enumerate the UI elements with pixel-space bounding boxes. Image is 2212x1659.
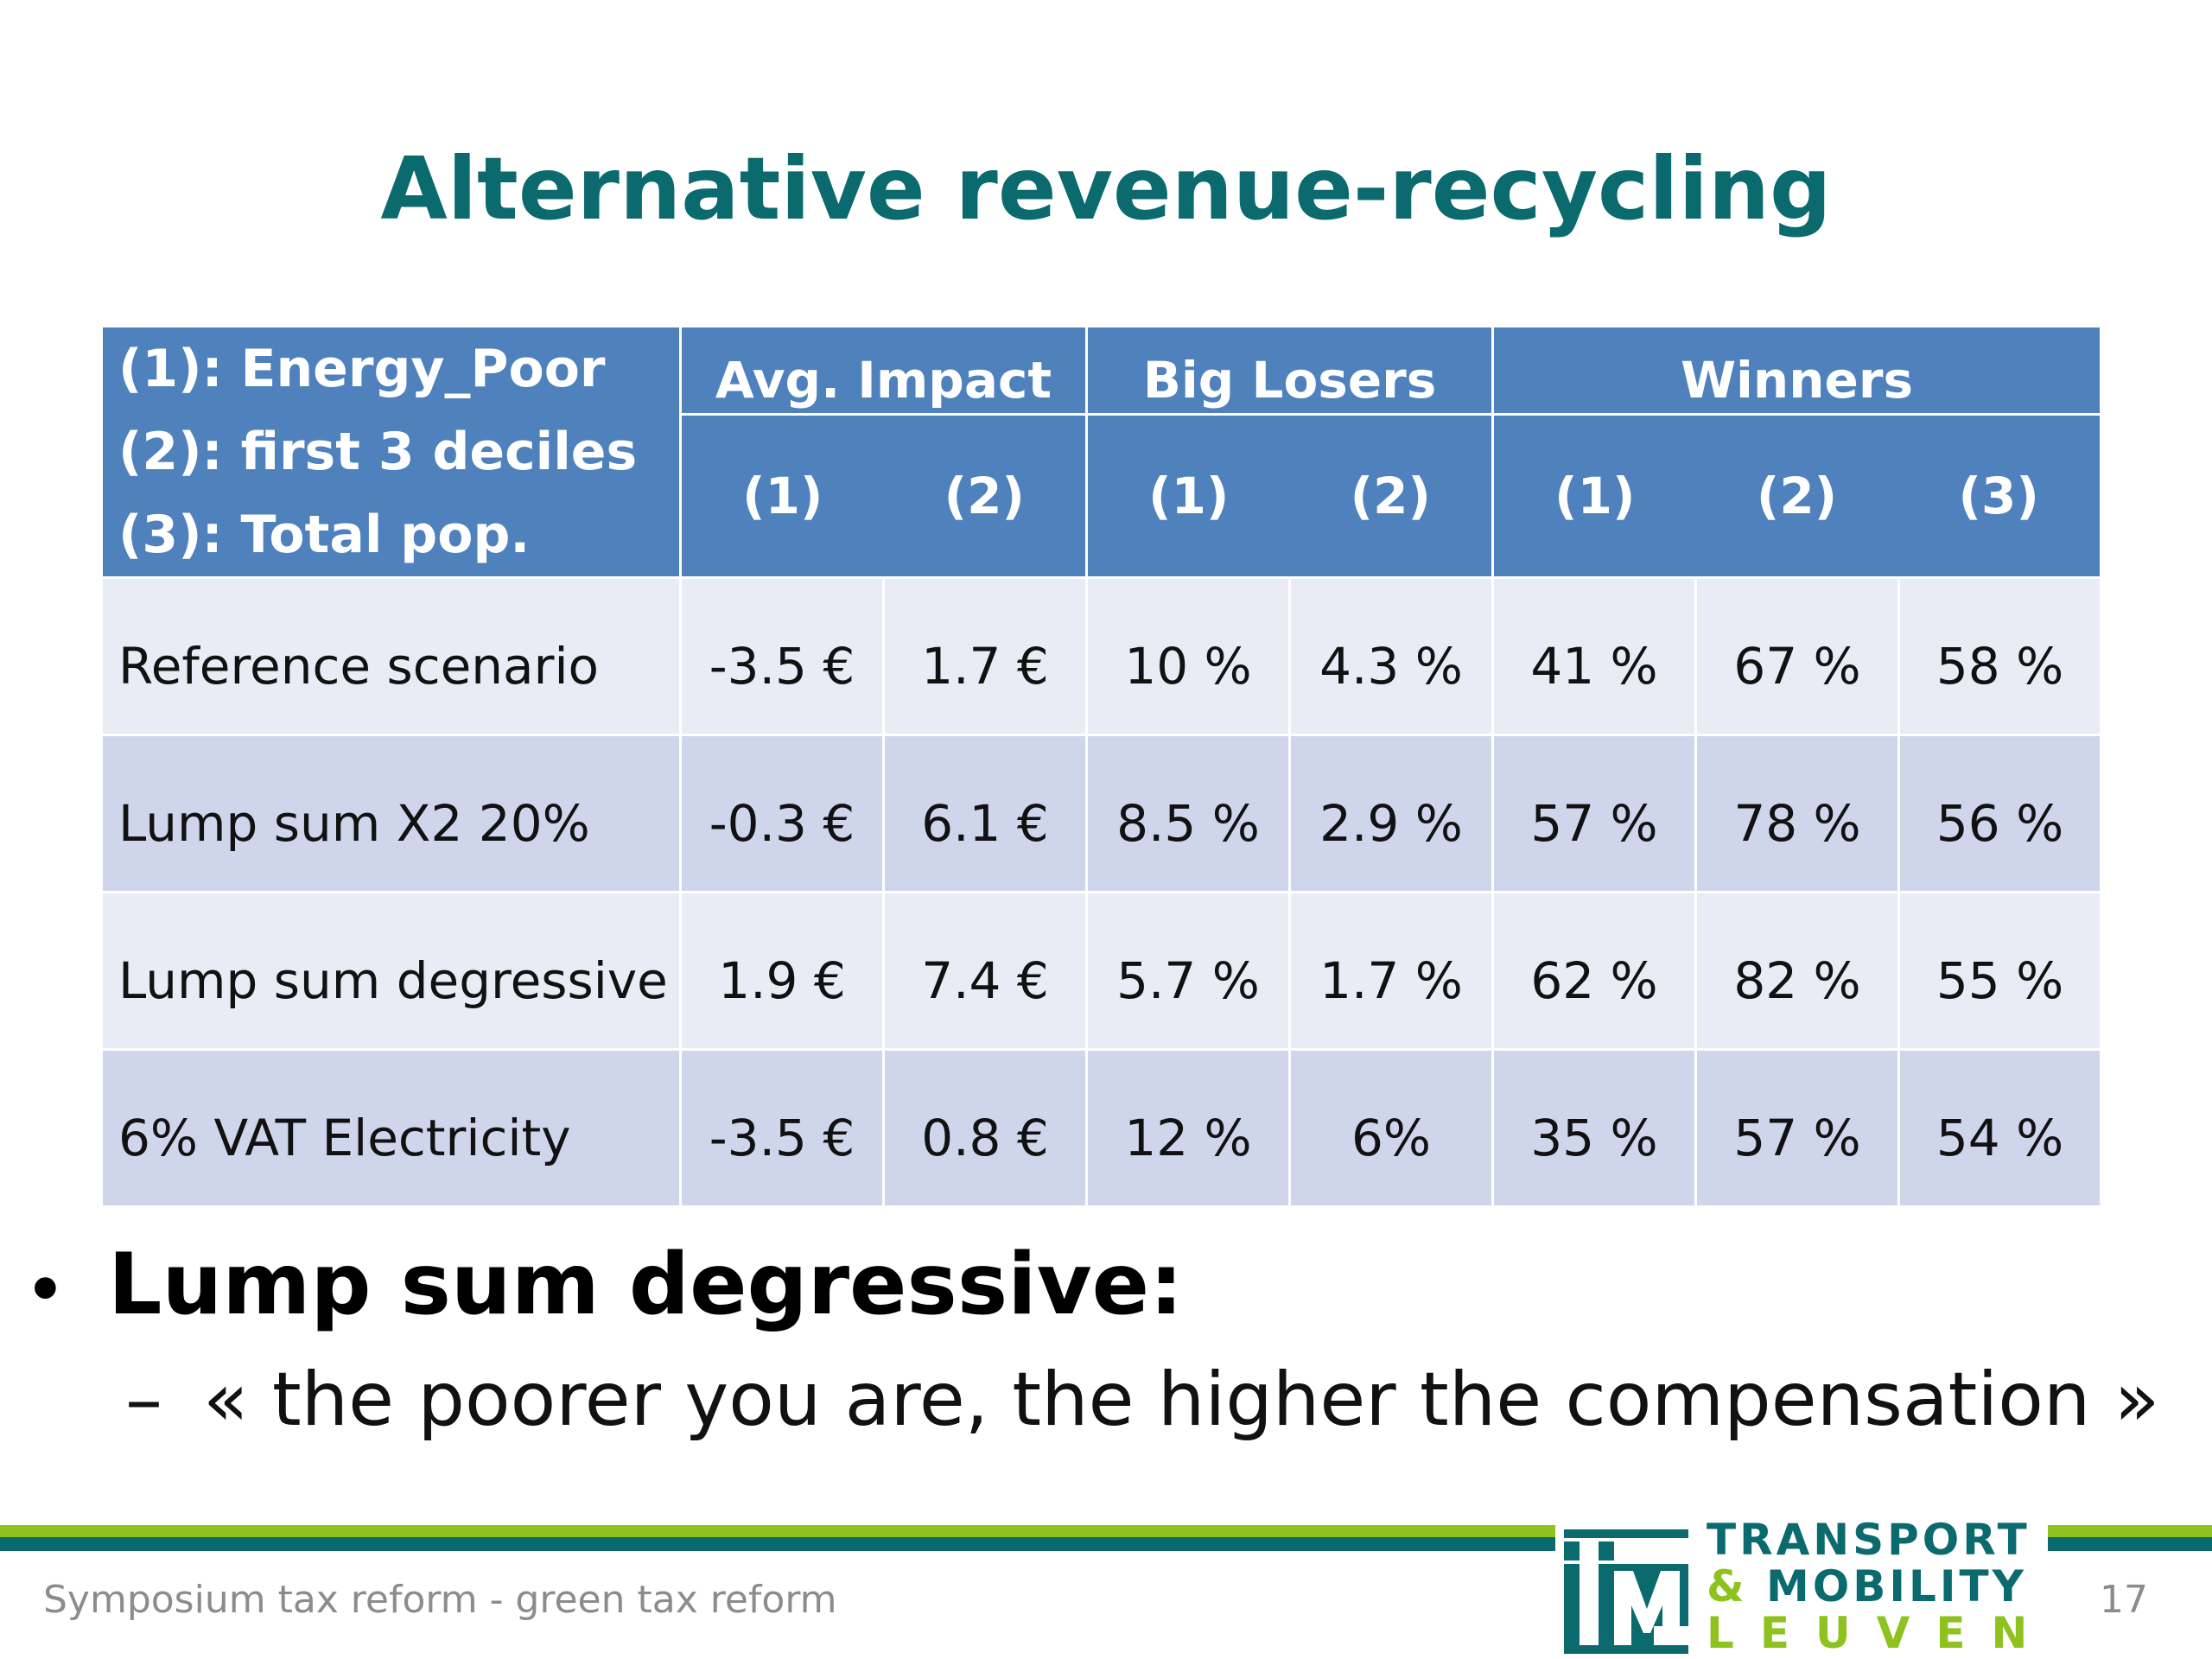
table-header-row: (1): Energy_Poor (2): first 3 deciles (3… bbox=[100, 325, 2103, 579]
table-legend: (1): Energy_Poor (2): first 3 deciles (3… bbox=[100, 325, 682, 579]
subheader-avg-impact: (1) (2) bbox=[679, 413, 1088, 579]
page-number: 17 bbox=[2100, 1578, 2148, 1622]
bullet-marker: • bbox=[26, 1255, 65, 1326]
table-cell: -3.5 € bbox=[679, 576, 885, 736]
logo-line-transport: TRANSPORT bbox=[1707, 1515, 2031, 1565]
table-cell: -0.3 € bbox=[679, 734, 885, 893]
subheader-label: (1) bbox=[1148, 467, 1230, 525]
table-cell: 5.7 % bbox=[1085, 891, 1291, 1051]
table-cell: 56 % bbox=[1897, 734, 2103, 893]
subheader-winners: (1) (2) (3) bbox=[1491, 413, 2103, 579]
table-cell: 1.9 € bbox=[679, 891, 885, 1051]
slide-title: Alternative revenue-recycling bbox=[380, 138, 1832, 239]
table-cell: 57 % bbox=[1491, 734, 1697, 893]
table-cell: 4.3 % bbox=[1288, 576, 1494, 736]
group-header-avg-impact: Avg. Impact bbox=[679, 325, 1088, 416]
subheader-label: (3) bbox=[1958, 467, 2039, 525]
legend-line: (1): Energy_Poor bbox=[118, 339, 606, 399]
table-cell: 55 % bbox=[1897, 891, 2103, 1051]
sub-bullet-text: « the poorer you are, the higher the com… bbox=[203, 1357, 2160, 1443]
table-cell: 78 % bbox=[1694, 734, 1900, 893]
legend-line: (2): first 3 deciles bbox=[118, 422, 638, 482]
table-subheader-row: (1) (2) (1) (2) (1) (2) (3) bbox=[102, 413, 2103, 579]
table-row: Lump sum degressive 1.9 € 7.4 € 5.7 % 1.… bbox=[100, 891, 2103, 1051]
subheader-label: (2) bbox=[944, 467, 1025, 525]
footer-caption: Symposium tax reform - green tax reform bbox=[43, 1578, 837, 1622]
table-cell: 1.7 € bbox=[882, 576, 1088, 736]
group-header-winners: Winners bbox=[1491, 325, 2103, 416]
subheader-label: (2) bbox=[1350, 467, 1431, 525]
table-row: 6% VAT Electricity -3.5 € 0.8 € 12 % 6% … bbox=[100, 1048, 2103, 1208]
subheader-label: (2) bbox=[1756, 467, 1838, 525]
table-cell: 1.7 % bbox=[1288, 891, 1494, 1051]
sub-bullet-point: – « the poorer you are, the higher the co… bbox=[125, 1357, 2159, 1443]
legend-line: (3): Total pop. bbox=[118, 505, 531, 565]
table-cell: 82 % bbox=[1694, 891, 1900, 1051]
table-cell: 2.9 % bbox=[1288, 734, 1494, 893]
table-row: Lump sum X2 20% -0.3 € 6.1 € 8.5 % 2.9 %… bbox=[100, 734, 2103, 893]
results-table: (1): Energy_Poor (2): first 3 deciles (3… bbox=[100, 325, 2103, 1208]
table-cell: 35 % bbox=[1491, 1048, 1697, 1208]
table-cell: 57 % bbox=[1694, 1048, 1900, 1208]
row-label: 6% VAT Electricity bbox=[100, 1048, 682, 1208]
table-cell: 8.5 % bbox=[1085, 734, 1291, 893]
bullet-text: Lump sum degressive: bbox=[108, 1236, 1184, 1334]
table-cell: 12 % bbox=[1085, 1048, 1291, 1208]
row-label: Lump sum degressive bbox=[100, 891, 682, 1051]
logo-line-mobility: MOBILITY bbox=[1766, 1561, 2027, 1611]
row-label: Lump sum X2 20% bbox=[100, 734, 682, 893]
table-cell: 54 % bbox=[1897, 1048, 2103, 1208]
table-cell: 62 % bbox=[1491, 891, 1697, 1051]
table-cell: 7.4 € bbox=[882, 891, 1088, 1051]
bullet-point: • Lump sum degressive: bbox=[26, 1236, 1183, 1334]
logo-wordmark: TRANSPORT & MOBILITY LEUVEN bbox=[1707, 1516, 2053, 1656]
tml-monogram-icon bbox=[1564, 1529, 1688, 1654]
logo-ampersand: & bbox=[1707, 1561, 1748, 1611]
table-row: Reference scenario -3.5 € 1.7 € 10 % 4.3… bbox=[100, 576, 2103, 736]
sub-bullet-marker: – bbox=[125, 1357, 162, 1443]
table-cell: 6% bbox=[1288, 1048, 1494, 1208]
table-cell: 41 % bbox=[1491, 576, 1697, 736]
table-cell: 0.8 € bbox=[882, 1048, 1088, 1208]
subheader-label: (1) bbox=[1554, 467, 1636, 525]
subheader-big-losers: (1) (2) bbox=[1085, 413, 1494, 579]
table-cell: 58 % bbox=[1897, 576, 2103, 736]
table-cell: 67 % bbox=[1694, 576, 1900, 736]
logo-line-leuven: LEUVEN bbox=[1707, 1608, 2054, 1658]
table-cell: 6.1 € bbox=[882, 734, 1088, 893]
row-label: Reference scenario bbox=[100, 576, 682, 736]
group-header-big-losers: Big Losers bbox=[1085, 325, 1494, 416]
table-cell: 10 % bbox=[1085, 576, 1291, 736]
table-cell: -3.5 € bbox=[679, 1048, 885, 1208]
subheader-label: (1) bbox=[742, 467, 823, 525]
